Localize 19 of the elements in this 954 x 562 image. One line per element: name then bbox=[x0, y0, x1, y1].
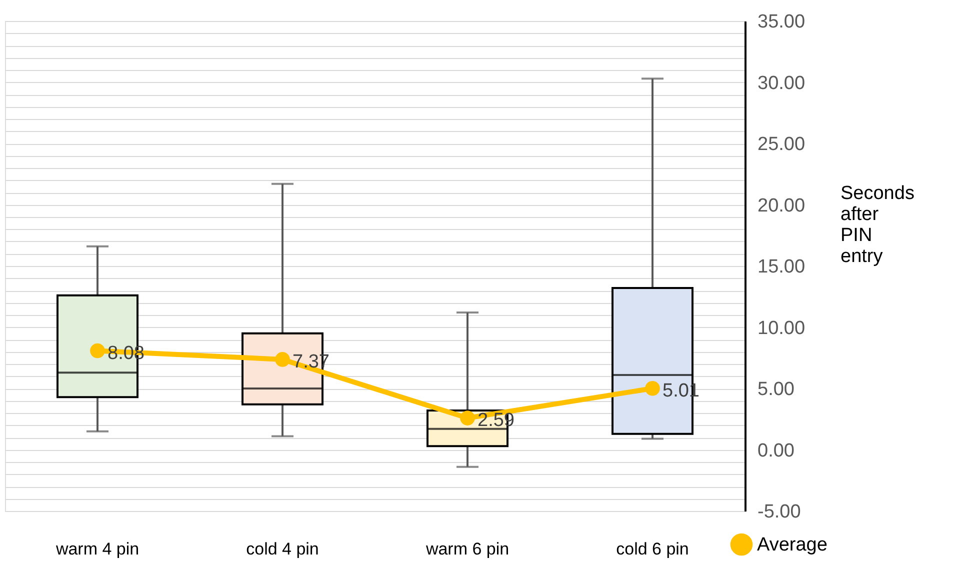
x-tick-label: cold 6 pin bbox=[616, 540, 689, 558]
y-tick-label: 30.00 bbox=[758, 72, 806, 94]
y-tick-label: 35.00 bbox=[758, 12, 806, 32]
y-tick-label: 5.00 bbox=[758, 379, 794, 400]
y-tick-label: 20.00 bbox=[758, 195, 806, 216]
point bbox=[90, 343, 105, 358]
y-tick-label: 25.00 bbox=[758, 134, 806, 155]
x-tick-label: warm 4 pin bbox=[54, 540, 140, 558]
y-axis-title: Seconds after PIN entry bbox=[840, 183, 914, 267]
legend-label: Average bbox=[757, 534, 828, 556]
point bbox=[645, 380, 660, 396]
point bbox=[460, 410, 475, 426]
y-tick-label: 10.00 bbox=[758, 318, 806, 339]
x-tick-label: cold 4 pin bbox=[246, 540, 319, 558]
point bbox=[275, 352, 290, 367]
y-tick-label: 0.00 bbox=[758, 440, 794, 462]
y-tick-label: 15.00 bbox=[758, 256, 806, 278]
x-tick-label: warm 6 pin bbox=[424, 540, 510, 558]
y-tick-label: -5.00 bbox=[758, 502, 801, 522]
